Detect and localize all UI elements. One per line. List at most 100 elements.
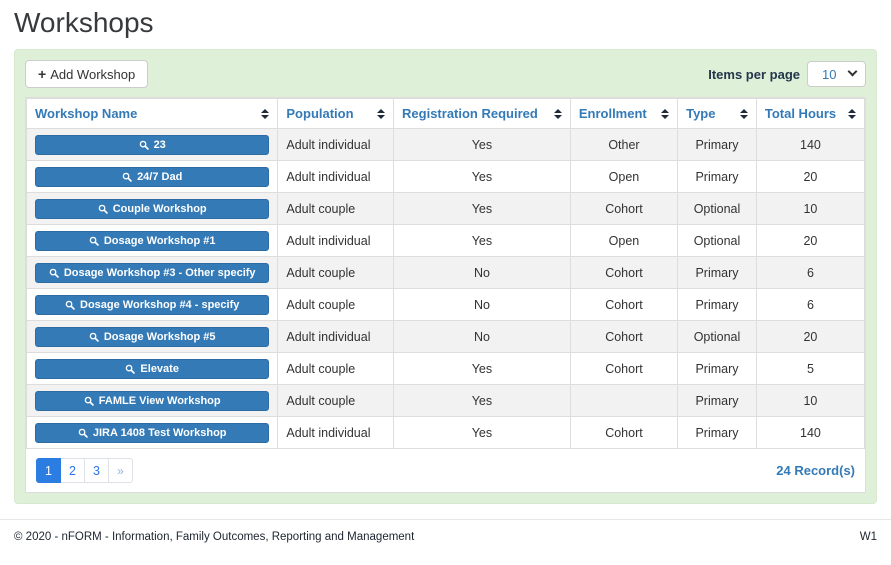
workshop-name-label: Dosage Workshop #5 bbox=[103, 330, 216, 343]
workshop-name-cell: 23 bbox=[25, 128, 279, 161]
items-per-page-label: Items per page bbox=[708, 66, 800, 82]
population-cell: Adult individual bbox=[277, 320, 395, 353]
items-per-page-select[interactable]: 10 bbox=[807, 61, 866, 87]
add-workshop-button[interactable]: + Add Workshop bbox=[25, 60, 149, 88]
search-icon bbox=[78, 428, 88, 438]
population-cell: Adult individual bbox=[277, 416, 395, 449]
workshop-name-label: FAMLE View Workshop bbox=[98, 394, 221, 407]
plus-icon: + bbox=[38, 66, 47, 82]
type-cell: Primary bbox=[677, 416, 757, 449]
column-header-type[interactable]: Type bbox=[677, 98, 757, 129]
population-cell: Adult individual bbox=[277, 224, 395, 257]
table-row: Dosage Workshop #4 - specify Adult coupl… bbox=[25, 288, 866, 321]
registration-required-cell: Yes bbox=[393, 192, 571, 225]
workshop-link-button[interactable]: Couple Workshop bbox=[35, 198, 270, 219]
population-cell: Adult individual bbox=[277, 160, 395, 193]
pagination: 1 2 3 » bbox=[36, 458, 133, 483]
total-hours-cell: 6 bbox=[755, 256, 866, 289]
workshop-name-label: 23 bbox=[153, 138, 166, 151]
search-icon bbox=[89, 332, 99, 342]
column-header-population[interactable]: Population bbox=[277, 98, 395, 129]
search-icon bbox=[84, 396, 94, 406]
page-button-2[interactable]: 2 bbox=[60, 458, 85, 483]
page-button-3[interactable]: 3 bbox=[84, 458, 109, 483]
column-header-total-hours[interactable]: Total Hours bbox=[755, 98, 866, 129]
registration-required-cell: Yes bbox=[393, 160, 571, 193]
type-cell: Primary bbox=[677, 160, 757, 193]
column-header-registration-required[interactable]: Registration Required bbox=[393, 98, 571, 129]
workshop-link-button[interactable]: Elevate bbox=[35, 358, 270, 379]
workshop-link-button[interactable]: 23 bbox=[35, 134, 270, 155]
page-footer: © 2020 - nFORM - Information, Family Out… bbox=[0, 519, 891, 543]
enrollment-cell: Cohort bbox=[569, 192, 679, 225]
workshop-name-cell: JIRA 1408 Test Workshop bbox=[25, 416, 279, 449]
registration-required-cell: No bbox=[393, 256, 571, 289]
sort-icon bbox=[377, 108, 386, 119]
page-button-1[interactable]: 1 bbox=[36, 458, 61, 483]
type-cell: Optional bbox=[677, 224, 757, 257]
enrollment-cell: Cohort bbox=[569, 352, 679, 385]
table-row: Dosage Workshop #1 Adult individual Yes … bbox=[25, 224, 866, 257]
sort-icon bbox=[661, 108, 670, 119]
total-hours-cell: 6 bbox=[755, 288, 866, 321]
total-hours-cell: 20 bbox=[755, 320, 866, 353]
search-icon bbox=[49, 268, 59, 278]
population-cell: Adult couple bbox=[277, 288, 395, 321]
workshop-name-label: JIRA 1408 Test Workshop bbox=[92, 426, 227, 439]
registration-required-cell: Yes bbox=[393, 224, 571, 257]
workshop-name-label: Couple Workshop bbox=[112, 202, 207, 215]
sort-icon bbox=[553, 108, 562, 119]
workshop-link-button[interactable]: Dosage Workshop #5 bbox=[35, 326, 270, 347]
registration-required-cell: Yes bbox=[393, 384, 571, 417]
workshop-name-cell: Elevate bbox=[25, 352, 279, 385]
registration-required-cell: No bbox=[393, 320, 571, 353]
workshop-link-button[interactable]: Dosage Workshop #1 bbox=[35, 230, 270, 251]
type-cell: Primary bbox=[677, 288, 757, 321]
workshop-name-cell: Dosage Workshop #3 - Other specify bbox=[25, 256, 279, 289]
workshop-link-button[interactable]: Dosage Workshop #4 - specify bbox=[35, 294, 270, 315]
table-row: Couple Workshop Adult couple Yes Cohort … bbox=[25, 192, 866, 225]
workshops-panel: + Add Workshop Items per page 10 Workshop… bbox=[14, 49, 877, 504]
workshops-table: Workshop Name Population Registration Re… bbox=[25, 98, 866, 449]
search-icon bbox=[139, 140, 149, 150]
registration-required-cell: Yes bbox=[393, 352, 571, 385]
column-header-workshop-name[interactable]: Workshop Name bbox=[25, 98, 279, 129]
sort-icon bbox=[848, 108, 856, 119]
search-icon bbox=[98, 204, 108, 214]
type-cell: Primary bbox=[677, 352, 757, 385]
column-header-enrollment[interactable]: Enrollment bbox=[569, 98, 679, 129]
search-icon bbox=[126, 364, 136, 374]
toolbar: + Add Workshop Items per page 10 bbox=[25, 60, 866, 88]
add-workshop-label: Add Workshop bbox=[50, 67, 136, 82]
search-icon bbox=[89, 236, 99, 246]
sort-icon bbox=[739, 108, 748, 119]
version-label: W1 bbox=[859, 531, 877, 543]
enrollment-cell: Cohort bbox=[569, 288, 679, 321]
table-row: Dosage Workshop #3 - Other specify Adult… bbox=[25, 256, 866, 289]
next-page-button[interactable]: » bbox=[108, 458, 133, 483]
workshop-link-button[interactable]: JIRA 1408 Test Workshop bbox=[35, 422, 270, 443]
table-header-row: Workshop Name Population Registration Re… bbox=[25, 98, 866, 129]
records-count: 24 Record(s) bbox=[776, 463, 855, 478]
enrollment-cell: Open bbox=[569, 160, 679, 193]
workshop-link-button[interactable]: 24/7 Dad bbox=[35, 166, 270, 187]
registration-required-cell: Yes bbox=[393, 128, 571, 161]
enrollment-cell: Open bbox=[569, 224, 679, 257]
workshop-name-cell: Dosage Workshop #1 bbox=[25, 224, 279, 257]
enrollment-cell: Cohort bbox=[569, 320, 679, 353]
total-hours-cell: 10 bbox=[755, 192, 866, 225]
population-cell: Adult couple bbox=[277, 352, 395, 385]
workshop-link-button[interactable]: Dosage Workshop #3 - Other specify bbox=[35, 262, 270, 283]
workshop-name-cell: FAMLE View Workshop bbox=[25, 384, 279, 417]
population-cell: Adult couple bbox=[277, 384, 395, 417]
population-cell: Adult individual bbox=[277, 128, 395, 161]
workshop-link-button[interactable]: FAMLE View Workshop bbox=[35, 390, 270, 411]
type-cell: Optional bbox=[677, 192, 757, 225]
workshop-name-label: Dosage Workshop #4 - specify bbox=[80, 298, 240, 311]
type-cell: Primary bbox=[677, 256, 757, 289]
workshop-name-cell: Dosage Workshop #4 - specify bbox=[25, 288, 279, 321]
enrollment-cell: Cohort bbox=[569, 416, 679, 449]
total-hours-cell: 5 bbox=[755, 352, 866, 385]
enrollment-cell: Other bbox=[569, 128, 679, 161]
table-row: 23 Adult individual Yes Other Primary 14… bbox=[25, 128, 866, 161]
